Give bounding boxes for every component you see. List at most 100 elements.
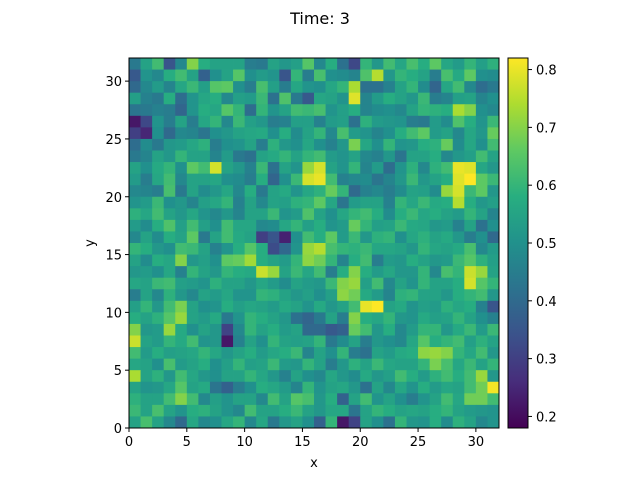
heatmap-cell <box>256 393 269 406</box>
heatmap-cell <box>152 416 165 429</box>
heatmap-cell <box>175 208 188 221</box>
heatmap-cell <box>406 254 419 267</box>
heatmap-cell <box>129 416 141 429</box>
heatmap-cell <box>256 323 269 336</box>
heatmap-cell <box>175 323 188 336</box>
heatmap-cell <box>129 277 141 290</box>
heatmap-cell <box>348 92 361 105</box>
heatmap-cell <box>209 323 222 336</box>
heatmap-cell <box>487 173 500 186</box>
heatmap-cell <box>256 347 269 360</box>
heatmap-cell <box>302 58 315 70</box>
heatmap-cell <box>152 138 165 151</box>
heatmap-cell <box>129 58 141 70</box>
heatmap-cell <box>441 300 454 313</box>
heatmap-cell <box>209 115 222 128</box>
heatmap-cell <box>383 289 396 302</box>
heatmap-cell <box>290 370 303 383</box>
heatmap-cell <box>487 370 500 383</box>
heatmap-cell <box>244 300 257 313</box>
heatmap-cell <box>371 358 384 371</box>
heatmap-cell <box>244 185 257 198</box>
heatmap-cell <box>487 231 500 244</box>
heatmap-cell <box>383 335 396 348</box>
heatmap-cell <box>418 416 431 429</box>
heatmap-cell <box>406 358 419 371</box>
colorbar-tick-label: 0.5 <box>536 237 557 252</box>
heatmap-cell <box>198 277 211 290</box>
heatmap-cell <box>429 58 442 70</box>
heatmap-cell <box>406 347 419 360</box>
y-tick-label: 25 <box>105 133 122 148</box>
heatmap-cell <box>337 115 350 128</box>
heatmap-cell <box>175 254 188 267</box>
heatmap-cell <box>475 404 488 417</box>
heatmap-cell <box>441 92 454 105</box>
heatmap-cell <box>337 381 350 394</box>
heatmap-cell <box>186 358 199 371</box>
heatmap-cell <box>163 196 176 209</box>
heatmap-cell <box>337 289 350 302</box>
heatmap-cell <box>152 185 165 198</box>
heatmap-cell <box>244 127 257 140</box>
heatmap-cell <box>302 208 315 221</box>
heatmap-cell <box>487 92 500 105</box>
y-axis-ticks: 0 5 10 15 20 25 30 <box>105 75 129 437</box>
heatmap-cell <box>267 115 280 128</box>
heatmap-cell <box>406 231 419 244</box>
chart-title: Time: 3 <box>289 9 350 28</box>
heatmap-cell <box>487 266 500 279</box>
heatmap-cell <box>267 231 280 244</box>
heatmap-cell <box>221 185 234 198</box>
heatmap-cell <box>464 185 477 198</box>
heatmap-cell <box>302 104 315 117</box>
heatmap-cell <box>267 370 280 383</box>
heatmap-cell <box>209 104 222 117</box>
heatmap-cell <box>209 185 222 198</box>
heatmap-cell <box>221 138 234 151</box>
heatmap-cell <box>452 127 465 140</box>
heatmap-cell <box>163 370 176 383</box>
heatmap-cell <box>360 231 373 244</box>
heatmap-cell <box>233 381 246 394</box>
heatmap-cell <box>475 173 488 186</box>
heatmap-cell <box>441 138 454 151</box>
heatmap-cell <box>406 381 419 394</box>
heatmap-cell <box>163 312 176 325</box>
heatmap-cell <box>464 266 477 279</box>
heatmap-cell <box>348 208 361 221</box>
heatmap-cell <box>452 347 465 360</box>
heatmap-cell <box>337 208 350 221</box>
heatmap-cell <box>429 381 442 394</box>
heatmap-cell <box>429 138 442 151</box>
heatmap-cell <box>383 115 396 128</box>
heatmap-cell <box>371 173 384 186</box>
heatmap-cell <box>418 173 431 186</box>
heatmap-cell <box>429 115 442 128</box>
heatmap-cell <box>209 381 222 394</box>
heatmap-cell <box>302 173 315 186</box>
heatmap-cell <box>302 289 315 302</box>
heatmap-cell <box>418 208 431 221</box>
heatmap-cell <box>314 404 326 417</box>
heatmap-cell <box>325 381 338 394</box>
colorbar-tick-label: 0.6 <box>536 179 557 194</box>
heatmap-cell <box>325 150 338 163</box>
heatmap-cell <box>279 358 292 371</box>
heatmap-cell <box>429 335 442 348</box>
heatmap-cell <box>348 104 361 117</box>
heatmap-cell <box>348 69 361 82</box>
heatmap-cell <box>348 277 361 290</box>
heatmap-cell <box>314 115 326 128</box>
heatmap-cell <box>406 370 419 383</box>
heatmap-cell <box>337 69 350 82</box>
heatmap-cell <box>175 58 188 70</box>
heatmap-cell <box>279 69 292 82</box>
heatmap-cell <box>233 196 246 209</box>
heatmap-cell <box>383 347 396 360</box>
heatmap-cell <box>371 393 384 406</box>
x-tick-label: 10 <box>236 435 253 450</box>
heatmap-cell <box>348 370 361 383</box>
heatmap-cell <box>441 115 454 128</box>
heatmap-cell <box>325 254 338 267</box>
